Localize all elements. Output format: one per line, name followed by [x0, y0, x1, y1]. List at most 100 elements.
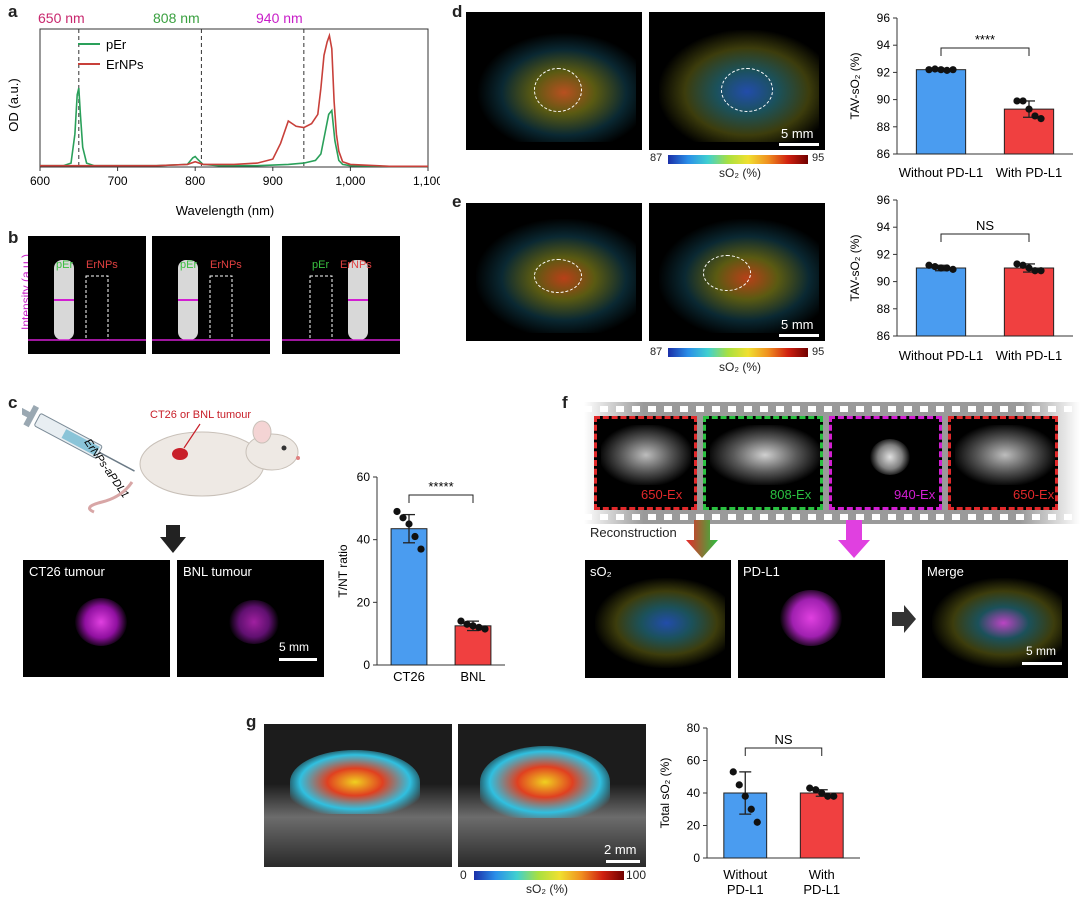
data-point — [1025, 264, 1033, 272]
y-axis-label: T/NT ratio — [336, 544, 350, 597]
data-point — [729, 768, 737, 776]
panel-a-xlabel: Wavelength (nm) — [176, 203, 275, 218]
data-point — [399, 514, 407, 522]
y-tick-label: 20 — [687, 819, 701, 833]
pdl1-result-image: PD-L1 — [738, 560, 885, 678]
panel-label-b: b — [8, 228, 19, 247]
frame-label-650-ex: 650-Ex — [641, 487, 683, 502]
y-tick-label: 96 — [877, 11, 891, 25]
panel-d-bar-chart: 86 88 90 92 94 96 TAV-sO₂ (%) Without PD-L1 With… — [848, 11, 1073, 180]
mouse-icon — [88, 420, 300, 514]
vial-panel — [28, 236, 146, 354]
marker-650nm: 650 nm — [38, 10, 85, 26]
panel-a-ylabel: OD (a.u.) — [6, 78, 21, 131]
y-tick-label: 94 — [877, 38, 891, 52]
panel-c-scale-text: 5 mm — [279, 640, 309, 654]
panel-e-image-without — [466, 203, 642, 341]
data-point — [1037, 115, 1045, 123]
panel-label-f: f — [562, 393, 568, 412]
legend-item-ErNPs: ErNPs — [106, 57, 144, 72]
data-point — [469, 622, 477, 630]
significance-bracket — [408, 494, 474, 503]
y-axis-label: Total sO₂ (%) — [658, 758, 672, 829]
frame-940-ex: 940-Ex — [829, 416, 942, 510]
significance-label: NS — [976, 218, 994, 233]
data-point — [481, 625, 489, 633]
data-point — [1037, 267, 1045, 275]
frame-label-650-ex-repeat: 650-Ex — [1013, 487, 1055, 502]
data-point — [405, 520, 413, 528]
significance-bracket — [940, 233, 1030, 242]
data-point — [1013, 97, 1021, 105]
significance-bracket — [744, 747, 823, 756]
x-category-label: PD-L1 — [803, 882, 840, 897]
ct26-image-label: CT26 tumour — [29, 564, 105, 579]
panel-g-scale-text: 2 mm — [604, 842, 637, 857]
data-point — [753, 818, 761, 826]
panel-g-colorbar-label: sO₂ (%) — [526, 882, 568, 896]
plot-frame — [39, 28, 429, 168]
y-tick-label: 86 — [877, 147, 891, 161]
y-tick-label: 0 — [693, 851, 700, 865]
y-tick-label: 0 — [363, 658, 370, 672]
data-point — [818, 789, 826, 797]
panel-label-g: g — [246, 712, 257, 731]
x-category-label: CT26 — [393, 669, 425, 684]
x-category-label: PD-L1 — [727, 882, 764, 897]
data-point — [1019, 261, 1027, 269]
data-point — [463, 620, 471, 628]
panel-label-a: a — [8, 2, 18, 21]
panel-a-line-chart: 600 700 800 900 1,000 1,100 OD (a.u.) Wavelen… — [6, 28, 440, 218]
panel-d-colorbar — [668, 155, 808, 164]
x-category-label: BNL — [460, 669, 485, 684]
x-category-label: With — [809, 867, 835, 882]
panel-d-scale-bar — [779, 143, 819, 146]
panel-g-scale-bar — [606, 860, 640, 863]
merge-result-image: Merge 5 mm — [922, 560, 1068, 678]
panel-c-bar-chart: 0 20 40 60 T/NT ratio CT26 BNL ***** — [336, 470, 505, 684]
significance-bracket — [940, 47, 1030, 56]
x-tick-label: 800 — [185, 174, 205, 188]
panel-e-scale-text: 5 mm — [781, 317, 814, 332]
vial-label-pEr: pEr — [180, 259, 197, 271]
merge-arrow-icon — [892, 605, 916, 633]
frame-808-ex: 808-Ex — [703, 416, 823, 510]
vial-panel — [282, 236, 400, 354]
panel-label-d: d — [452, 2, 463, 21]
reconstruction-arrow-icon — [686, 520, 718, 558]
data-point — [1019, 97, 1027, 105]
data-point — [931, 263, 939, 271]
x-tick-label: 700 — [108, 174, 128, 188]
y-tick-label: 40 — [687, 786, 701, 800]
y-tick-label: 90 — [877, 93, 891, 107]
data-point — [943, 66, 951, 74]
y-tick-label: 80 — [687, 721, 701, 735]
panel-e-colorbar-label: sO₂ (%) — [719, 360, 761, 374]
x-tick-label: 600 — [30, 174, 50, 188]
pdl1-arrow-icon — [838, 520, 870, 558]
legend-item-pEr: pEr — [106, 37, 127, 52]
y-tick-label: 92 — [877, 65, 891, 79]
panel-f-scale-text: 5 mm — [1026, 644, 1056, 658]
panel-c-scale-bar — [279, 658, 317, 661]
data-point — [475, 623, 483, 631]
bar-1 — [799, 792, 844, 859]
panel-d-colorbar-max: 95 — [812, 152, 825, 164]
series-line-ErNPs — [40, 32, 428, 168]
bnl-image-label: BNL tumour — [183, 564, 252, 579]
ct26-tumour-image: CT26 tumour — [23, 560, 170, 677]
panel-f-scale-bar — [1022, 662, 1062, 665]
data-point — [1025, 105, 1033, 113]
y-axis-label: TAV-sO₂ (%) — [848, 235, 862, 302]
x-category-label: With PD-L1 — [996, 348, 1062, 363]
data-point — [949, 265, 957, 273]
panel-e-image-with: 5 mm — [649, 203, 825, 341]
vial-label-pEr: pEr — [56, 259, 73, 271]
data-point — [1031, 112, 1039, 120]
panel-g-image-without — [264, 724, 452, 867]
significance-label: NS — [774, 732, 792, 747]
y-axis-label: TAV-sO₂ (%) — [848, 53, 862, 120]
data-point — [741, 792, 749, 800]
y-tick-label: 60 — [687, 754, 701, 768]
data-point — [806, 784, 814, 792]
